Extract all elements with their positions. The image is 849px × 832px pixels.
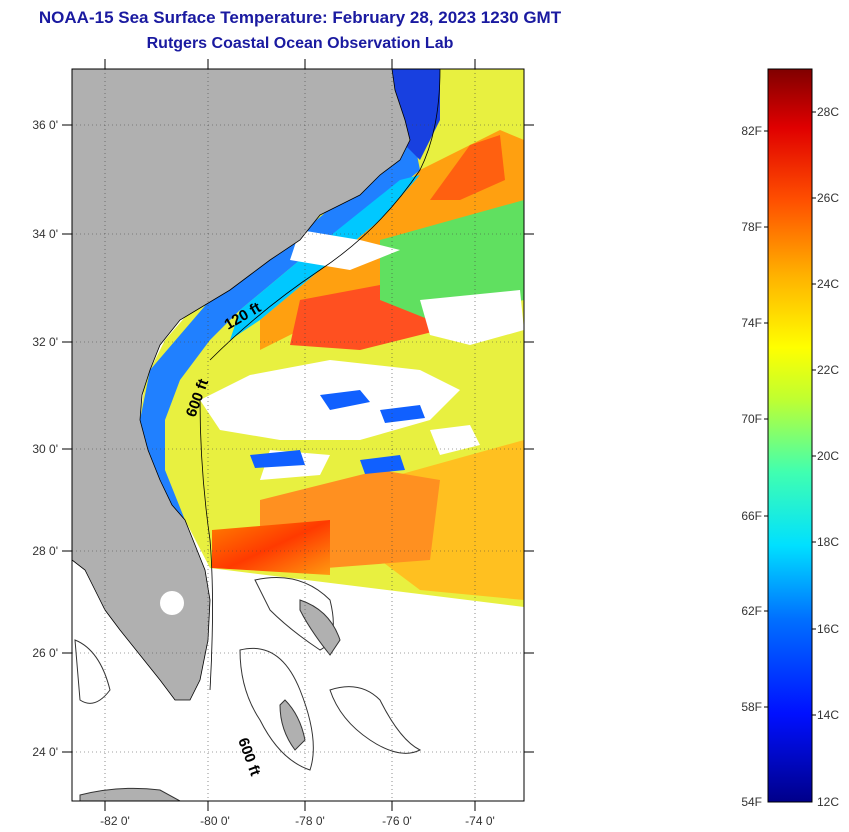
lat-label-32: 32 0': [32, 335, 58, 349]
colorbar-f-54: 54F: [741, 795, 762, 809]
land-mass: [72, 69, 411, 701]
colorbar-c-16: 16C: [817, 622, 839, 636]
colorbar-c-22: 22C: [817, 363, 839, 377]
colorbar-f-58: 58F: [741, 700, 762, 714]
colorbar-c-24: 24C: [817, 277, 839, 291]
map-subtitle: Rutgers Coastal Ocean Observation Lab: [146, 35, 454, 52]
colorbar-c-28: 28C: [817, 105, 839, 119]
lat-label-34: 34 0': [32, 227, 58, 241]
lon-label-82: -82 0': [100, 814, 130, 828]
colorbar-f-70: 70F: [741, 412, 762, 426]
map-frame: [71, 68, 525, 802]
lon-label-80: -80 0': [200, 814, 230, 828]
lon-label-74: -74 0': [465, 814, 495, 828]
colorbar-f-74: 74F: [741, 316, 762, 330]
colorbar-c-26: 26C: [817, 191, 839, 205]
map-area: [72, 69, 524, 801]
lat-label-24: 24 0': [32, 745, 58, 759]
colorbar-c-18: 18C: [817, 535, 839, 549]
colorbar-c-12: 12C: [817, 795, 839, 809]
colorbar-f-82: 82F: [741, 124, 762, 138]
lon-label-76: -76 0': [382, 814, 412, 828]
lat-label-36: 36 0': [32, 118, 58, 132]
colorbar-f-62: 62F: [741, 604, 762, 618]
lat-label-28: 28 0': [32, 544, 58, 558]
colorbar-f-66: 66F: [741, 509, 762, 523]
colorbar-c-20: 20C: [817, 449, 839, 463]
lon-label-78: -78 0': [295, 814, 325, 828]
lat-label-30: 30 0': [32, 442, 58, 456]
colorbar-f-78: 78F: [741, 220, 762, 234]
temperature-colorbar: [767, 68, 813, 803]
map-title: NOAA-15 Sea Surface Temperature: Februar…: [38, 8, 562, 27]
lat-label-26: 26 0': [32, 646, 58, 660]
map-graticule: [72, 69, 524, 801]
colorbar-c-14: 14C: [817, 708, 839, 722]
axis-ticks: [62, 59, 534, 811]
